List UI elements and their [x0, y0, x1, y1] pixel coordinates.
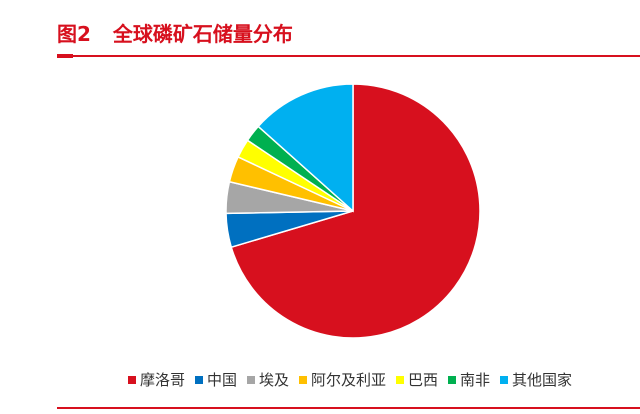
- legend-label: 其他国家: [512, 371, 573, 389]
- bottom-rule: [57, 407, 640, 409]
- pie-chart: [225, 83, 481, 339]
- legend-label: 南非: [460, 371, 491, 389]
- legend-swatch: [194, 375, 203, 384]
- title-text: 全球磷矿石储量分布: [112, 22, 293, 46]
- legend-swatch: [448, 375, 457, 384]
- legend-item-3: 埃及: [246, 369, 289, 390]
- legend-item-1: 摩洛哥: [127, 369, 185, 390]
- legend-item-7: 其他国家: [500, 369, 572, 390]
- figure-label: 图2: [57, 22, 91, 46]
- legend-item-2: 中国: [194, 369, 237, 390]
- legend-label: 摩洛哥: [139, 371, 185, 389]
- legend: 摩洛哥 中国 埃及 阿尔及利亚 巴西 南非 其他国家: [0, 369, 640, 390]
- chart-title: 图2 全球磷矿石储量分布: [57, 22, 293, 46]
- legend-item-4: 阿尔及利亚: [298, 369, 386, 390]
- legend-label: 埃及: [258, 371, 289, 389]
- pie-slice-7: [257, 83, 354, 213]
- top-rule: [57, 55, 640, 57]
- legend-item-6: 南非: [448, 369, 490, 390]
- legend-swatch: [127, 375, 136, 384]
- legend-label: 巴西: [408, 371, 439, 389]
- pie-slice-1: [230, 83, 481, 339]
- legend-swatch: [298, 375, 307, 384]
- top-rule-accent: [57, 54, 73, 58]
- legend-swatch: [246, 375, 255, 384]
- legend-label: 中国: [206, 371, 237, 389]
- legend-label: 阿尔及利亚: [310, 371, 386, 389]
- legend-swatch: [396, 375, 404, 384]
- legend-swatch: [500, 375, 509, 384]
- legend-item-5: 巴西: [396, 369, 438, 390]
